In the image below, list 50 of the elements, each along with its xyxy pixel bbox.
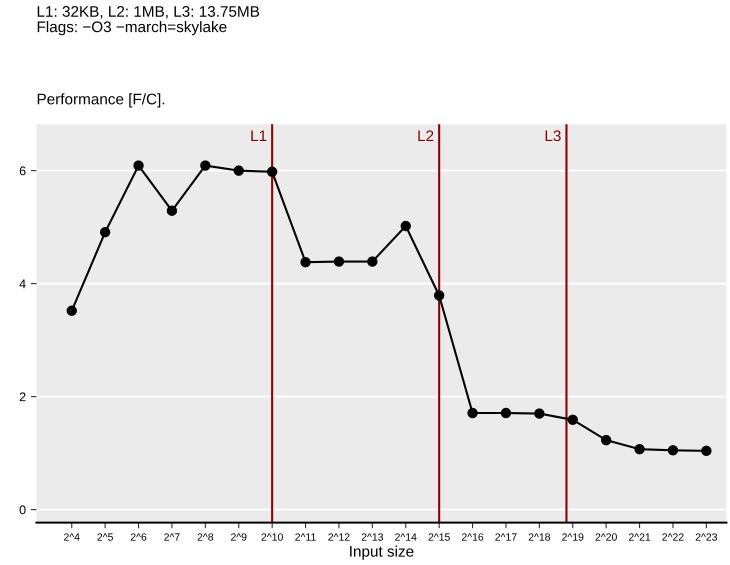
x-tick-label: 2^17 [495, 533, 517, 541]
point [234, 165, 244, 176]
x-tick-label: 2^8 [198, 533, 214, 541]
y-tick-label: 6 [20, 166, 26, 176]
chart-title: L1: 32KB, L2: 1MB, L3: 13.75MB Flags: −O3 −march=skylake [38, 6, 260, 36]
x-tick-label: 2^11 [295, 533, 316, 541]
x-tick-label: 2^18 [528, 533, 550, 541]
point [300, 256, 311, 268]
point [467, 408, 478, 418]
y-tick-label: 0 [20, 505, 26, 514]
x-tick-label: 2^12 [328, 533, 350, 541]
point [166, 206, 178, 216]
point [600, 434, 612, 446]
point [434, 290, 444, 301]
point [568, 414, 578, 426]
point [133, 160, 144, 171]
x-tick-label: 2^22 [662, 533, 684, 541]
point [66, 306, 77, 316]
x-tick-label: 2^10 [262, 533, 283, 541]
ref-line-label: L2 [418, 130, 434, 142]
point [200, 160, 211, 171]
x-tick-label: 2^16 [462, 533, 484, 541]
ref-line-label: L1 [251, 130, 266, 142]
x-tick-label: 2^14 [395, 533, 417, 541]
point [701, 446, 712, 456]
point [400, 220, 411, 232]
point [634, 444, 645, 454]
y-tick-label: 4 [19, 280, 26, 288]
point [266, 166, 278, 177]
ref-line-label: L3 [546, 130, 561, 142]
x-tick-label: 2^6 [130, 533, 146, 541]
point [534, 408, 545, 419]
x-tick-label: 2^20 [596, 533, 617, 541]
point [334, 256, 344, 267]
x-tick-label: 2^13 [362, 533, 384, 541]
x-tick-label: 2^19 [562, 533, 584, 541]
chart-subtitle: Performance [F/C]. [38, 93, 164, 108]
x-tick-label: 2^23 [696, 533, 718, 541]
x-tick-label: 2^9 [231, 533, 246, 541]
point [100, 227, 110, 238]
y-tick-label: 2 [20, 392, 26, 402]
x-axis-title: Input size [350, 546, 414, 560]
x-tick-label: 2^15 [428, 533, 450, 541]
x-tick-label: 2^4 [64, 533, 80, 541]
point [668, 445, 678, 456]
point [500, 408, 512, 418]
x-tick-label: 2^5 [97, 533, 113, 541]
x-tick-label: 2^21 [628, 533, 650, 541]
x-tick-label: 2^7 [164, 533, 180, 541]
point [367, 256, 378, 267]
